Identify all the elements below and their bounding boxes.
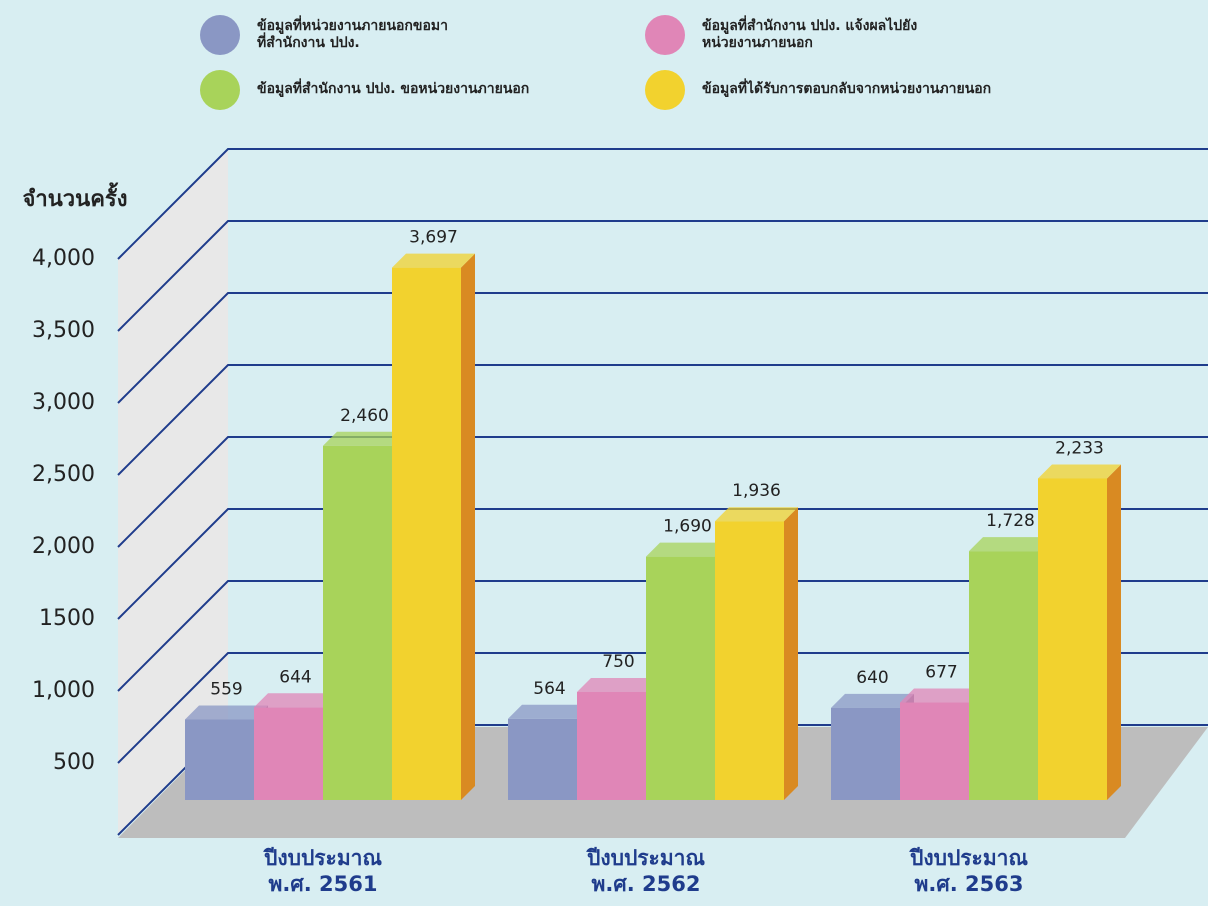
legend-label: ข้อมูลที่ได้รับการตอบกลับจากหน่วยงานภายน… <box>702 81 992 97</box>
legend-swatch <box>645 70 685 110</box>
y-tick-label: 3,000 <box>32 390 95 415</box>
bar-top <box>900 688 983 703</box>
x-tick-label: ปีงบประมาณ พ.ศ. 2563 <box>910 846 1028 896</box>
y-tick-label: 2,000 <box>32 534 95 559</box>
bar <box>1038 478 1107 800</box>
bar-top <box>577 678 660 692</box>
bar <box>392 267 461 801</box>
y-axis-title: จำนวนครั้ง <box>23 182 128 212</box>
bar-top <box>254 693 337 708</box>
legend-swatch <box>200 15 240 55</box>
bar <box>577 692 646 800</box>
data-label: 1,690 <box>663 517 712 537</box>
bar-top <box>969 537 1052 552</box>
data-label: 1,728 <box>986 511 1035 531</box>
bar-top <box>392 253 475 268</box>
bar <box>508 718 577 800</box>
bar-side <box>784 507 798 800</box>
legend-label: ข้อมูลที่สำนักงาน ปปง. แจ้งผลไปยัง หน่วย… <box>702 18 918 51</box>
x-tick-label: ปีงบประมาณ พ.ศ. 2561 <box>264 846 382 896</box>
legend-label: ข้อมูลที่หน่วยงานภายนอกขอมา ที่สำนักงาน … <box>257 18 448 51</box>
bar-side <box>461 253 475 800</box>
bar-top <box>1038 464 1121 479</box>
grid-line <box>117 652 1208 764</box>
bar-top <box>831 693 914 708</box>
grid-line <box>117 220 1208 332</box>
bar-top <box>715 507 798 522</box>
grid-line <box>117 436 1208 548</box>
grid-line <box>117 148 1208 260</box>
data-label: 3,697 <box>409 228 458 248</box>
grid-line <box>117 292 1208 404</box>
bar <box>323 445 392 800</box>
data-label: 644 <box>279 667 311 687</box>
y-tick-label: 1,000 <box>32 678 95 703</box>
legend-swatch <box>645 15 685 55</box>
bar <box>969 551 1038 800</box>
data-label: 564 <box>533 679 565 699</box>
data-label: 2,233 <box>1055 438 1104 458</box>
data-label: 2,460 <box>340 406 389 426</box>
grid-line <box>117 580 1208 692</box>
bar <box>185 719 254 800</box>
grid-line <box>117 508 1208 620</box>
y-tick-label: 1500 <box>39 606 95 631</box>
y-tick-label: 500 <box>53 750 95 775</box>
legend-label: ข้อมูลที่สำนักงาน ปปง. ขอหน่วยงานภายนอก <box>257 81 530 97</box>
bar <box>900 702 969 800</box>
bar <box>715 521 784 800</box>
data-label: 750 <box>602 652 634 672</box>
bar-top <box>646 542 729 557</box>
y-tick-label: 4,000 <box>32 246 95 271</box>
bar <box>254 707 323 800</box>
data-label: 559 <box>210 680 242 700</box>
data-label: 677 <box>925 663 957 683</box>
bar-top <box>185 705 268 720</box>
y-tick-label: 3,500 <box>32 318 95 343</box>
x-tick-label: ปีงบประมาณ พ.ศ. 2562 <box>587 846 705 896</box>
data-label: 1,936 <box>732 481 781 501</box>
bar-top <box>323 431 406 446</box>
y-tick-label: 2,500 <box>32 462 95 487</box>
bar <box>646 556 715 800</box>
bar <box>831 707 900 800</box>
legend-swatch <box>200 70 240 110</box>
bar-side <box>1107 464 1121 800</box>
bar-top <box>508 704 591 719</box>
grid-line <box>117 364 1208 476</box>
data-label: 640 <box>856 668 888 688</box>
